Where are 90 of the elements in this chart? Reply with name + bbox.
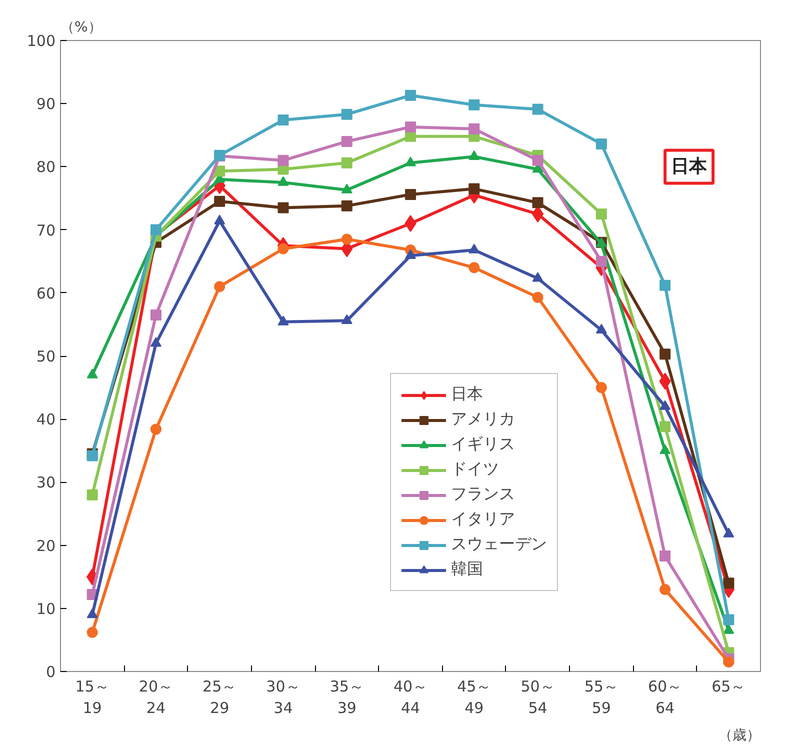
point — [278, 316, 289, 326]
point — [660, 348, 671, 360]
point — [341, 136, 352, 147]
point — [86, 368, 98, 378]
x-tick-label: 60～ 64 — [648, 678, 682, 718]
point — [468, 262, 480, 274]
point — [596, 256, 607, 267]
y-tick-label: 40 — [36, 410, 56, 429]
point — [660, 400, 671, 410]
point — [150, 337, 162, 347]
y-tick-label: 30 — [36, 474, 56, 492]
point — [660, 444, 671, 454]
point — [341, 314, 352, 324]
legend-label: イギリス — [451, 434, 515, 455]
legend-label: フランス — [451, 484, 515, 505]
x-tick-label: 25～ 29 — [202, 678, 237, 718]
point — [723, 624, 734, 634]
point — [596, 382, 607, 394]
legend-label: 日本 — [451, 384, 483, 405]
x-tick-label: 35～ 39 — [330, 678, 364, 718]
annotation: 日本 — [671, 156, 708, 178]
point — [341, 200, 352, 212]
point — [405, 90, 416, 101]
point — [596, 138, 607, 150]
y-tick-label: 90 — [36, 95, 56, 114]
x-tick-label: 30～ 34 — [266, 678, 300, 718]
point — [341, 108, 352, 120]
y-tick-label: 80 — [36, 158, 56, 176]
x-tick-label: 55～ 59 — [584, 678, 618, 718]
point — [532, 292, 544, 303]
point — [150, 309, 162, 320]
point — [341, 157, 352, 168]
point — [278, 154, 289, 166]
point — [405, 188, 416, 200]
point — [660, 421, 671, 432]
point — [86, 489, 98, 500]
legend-label: イタリア — [451, 509, 515, 530]
point — [86, 626, 98, 638]
point — [405, 156, 416, 166]
legend-label: スウェーデン — [451, 534, 547, 555]
legend-label: 韓国 — [451, 559, 483, 580]
point — [150, 224, 162, 236]
y-tick-label: 70 — [36, 221, 56, 240]
x-tick-label: 65～ — [712, 678, 746, 696]
y-tick-label: 20 — [36, 536, 56, 555]
point — [468, 183, 480, 194]
point — [723, 578, 734, 589]
y-axis-title: （%） — [60, 20, 102, 36]
y-tick-label: 10 — [36, 600, 56, 618]
point — [278, 176, 289, 186]
point — [723, 528, 734, 538]
point — [532, 272, 544, 282]
y-tick-label: 0 — [46, 663, 56, 681]
point — [278, 243, 289, 254]
point — [468, 244, 480, 254]
point — [468, 150, 480, 160]
point — [723, 656, 734, 668]
point — [150, 424, 162, 435]
point — [214, 214, 226, 224]
point — [596, 324, 607, 334]
y-tick-label: 100 — [26, 32, 56, 50]
point — [468, 99, 480, 110]
point — [660, 584, 671, 595]
point — [596, 208, 607, 220]
x-tick-label: 40～ 44 — [393, 678, 428, 718]
point — [532, 154, 544, 166]
point — [278, 114, 289, 126]
legend-label: ドイツ — [451, 459, 499, 480]
y-tick-label: 50 — [36, 348, 56, 366]
point — [214, 196, 226, 207]
x-axis-title: （歳） — [718, 728, 760, 744]
point — [532, 197, 544, 208]
point — [86, 608, 98, 618]
x-tick-label: 15～ 19 — [75, 678, 110, 718]
point — [341, 234, 352, 245]
legend-label: アメリカ — [451, 409, 515, 430]
point — [278, 202, 289, 214]
point — [532, 104, 544, 115]
x-tick-label: 45～ 49 — [457, 678, 492, 718]
point — [468, 123, 480, 134]
point — [723, 614, 734, 626]
point — [660, 280, 671, 291]
point — [405, 121, 416, 132]
point — [341, 184, 352, 194]
point — [214, 281, 226, 292]
x-tick-label: 50～ 54 — [520, 678, 555, 718]
point — [405, 249, 416, 260]
y-tick-label: 60 — [36, 284, 56, 302]
point — [660, 550, 671, 562]
x-tick-label: 20～ 24 — [138, 678, 174, 718]
